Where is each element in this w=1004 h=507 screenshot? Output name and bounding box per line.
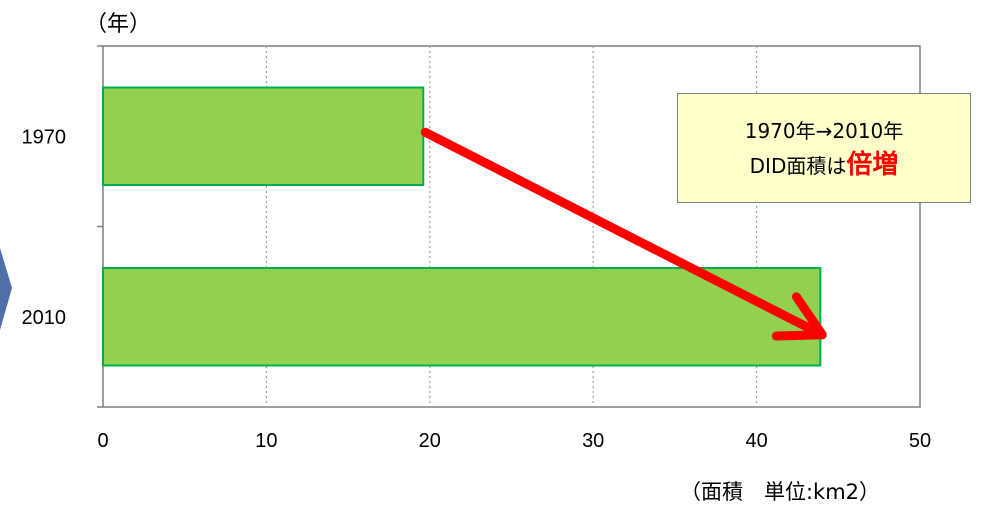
callout-line1: 1970年→2010年 [744,118,904,143]
x-tick-label-20: 20 [419,430,441,452]
doubling-arrow [420,127,827,341]
left-chevron-decoration [0,248,12,330]
y-axis-ticks [97,45,103,408]
arrow-shaft [420,127,817,335]
x-tick-label-10: 10 [255,430,277,452]
category-labels: 1970 2010 [22,126,67,329]
x-axis-unit-label: （面積 単位:km2） [680,480,880,504]
x-tick-label-0: 0 [97,430,108,452]
callout-line2: DID面積は倍増 [750,148,899,183]
category-label-1970: 1970 [22,126,67,148]
bars [102,86,822,367]
category-label-2010: 2010 [22,307,67,329]
callout-box: 1970年→2010年 DID面積は倍増 [677,93,971,203]
x-tick-label-30: 30 [582,430,604,452]
bar-1970 [102,86,425,186]
x-tick-label-50: 50 [909,430,931,452]
arrow-head [771,292,827,341]
callout-line2-prefix: DID面積は [749,153,847,178]
x-tick-labels: 0 10 20 30 40 50 [97,430,931,452]
callout-emphasis: 倍増 [846,149,899,180]
bar-2010 [102,267,822,367]
y-axis-title: （年） [85,12,151,37]
x-tick-label-40: 40 [745,430,767,452]
